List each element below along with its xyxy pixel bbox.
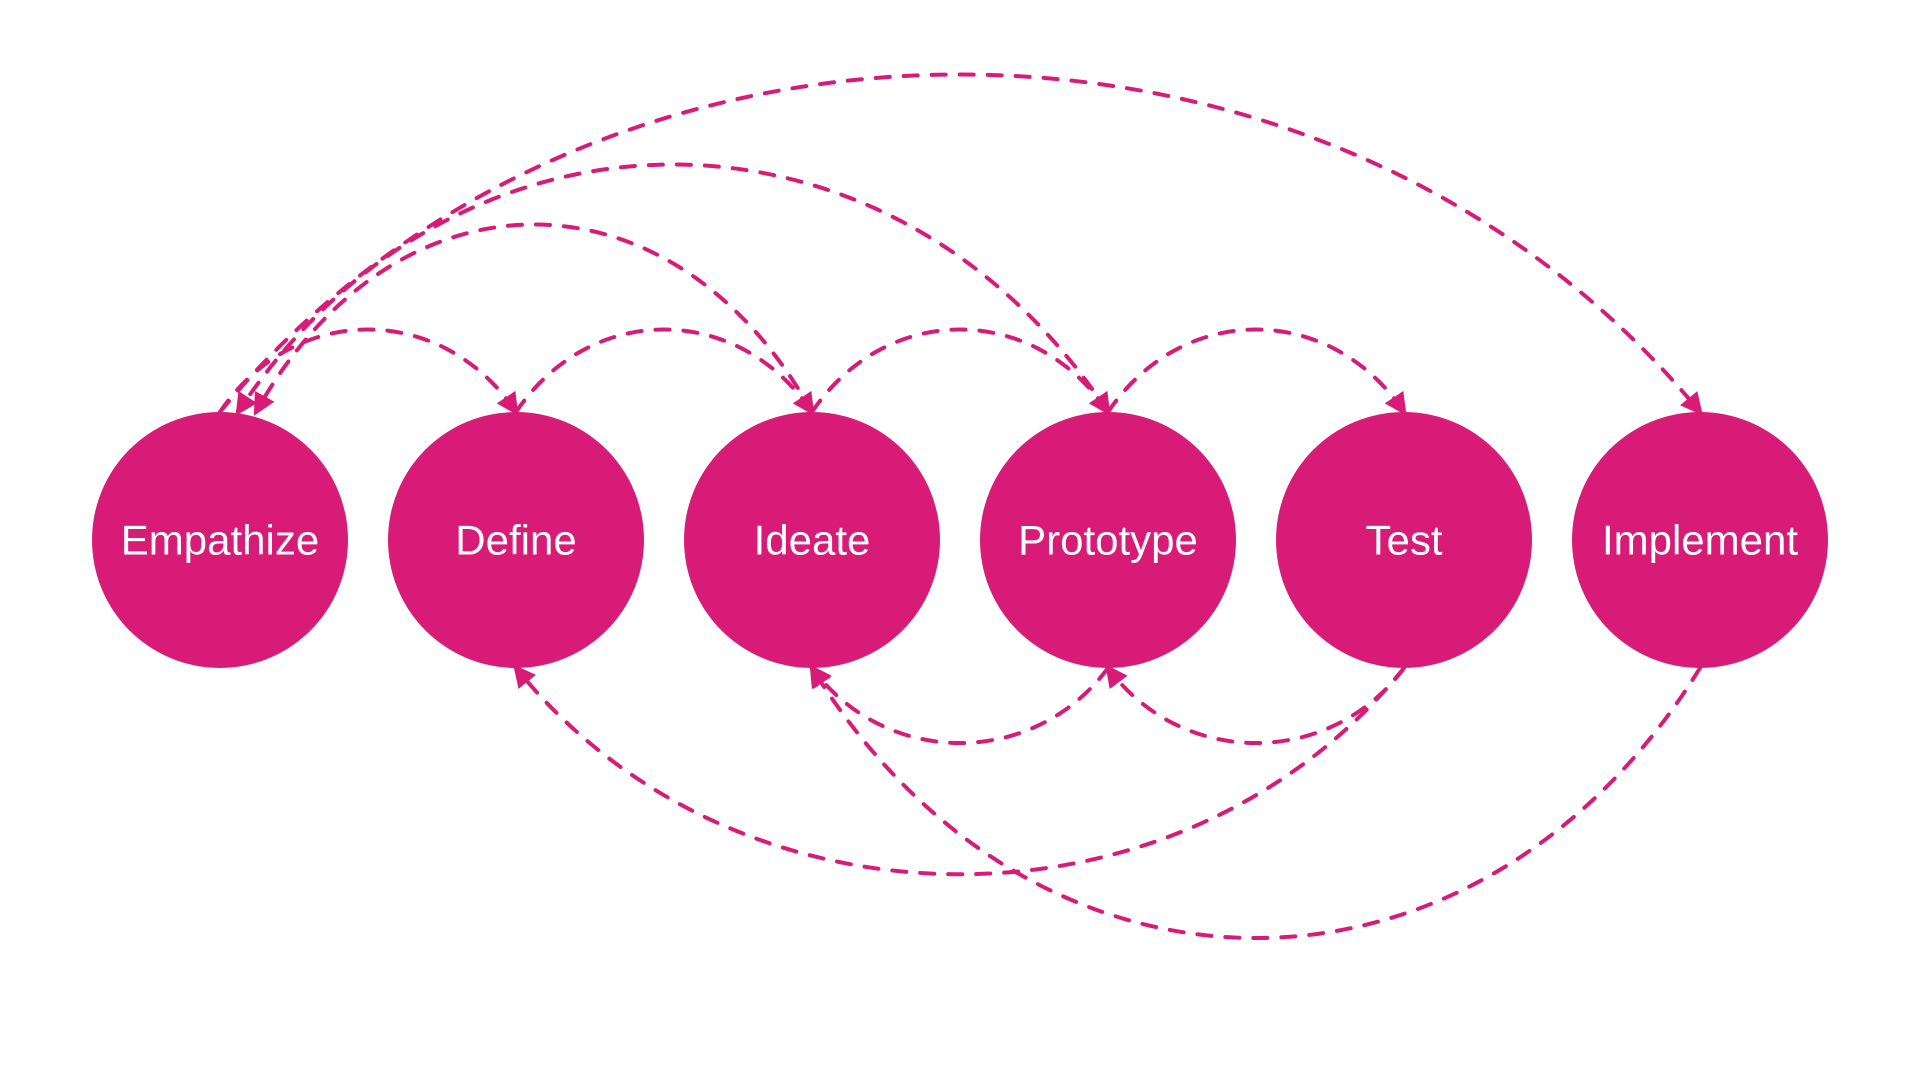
node-implement: Implement bbox=[1572, 412, 1828, 668]
edge-define-to-ideate bbox=[516, 330, 812, 413]
edge-ideate-to-empathize bbox=[256, 225, 812, 413]
node-implement-label: Implement bbox=[1602, 517, 1798, 564]
edge-empathize-to-implement bbox=[220, 75, 1700, 413]
node-ideate: Ideate bbox=[684, 412, 940, 668]
node-define: Define bbox=[388, 412, 644, 668]
edge-test-to-define bbox=[516, 668, 1404, 874]
node-test: Test bbox=[1276, 412, 1532, 668]
edge-prototype-to-empathize bbox=[238, 165, 1108, 413]
edge-empathize-to-define bbox=[220, 330, 516, 413]
edge-ideate-to-prototype bbox=[812, 330, 1108, 413]
node-ideate-label: Ideate bbox=[754, 517, 871, 564]
edge-test-to-prototype bbox=[1108, 668, 1404, 743]
node-empathize: Empathize bbox=[92, 412, 348, 668]
nodes: Empathize Define Ideate Prototype Test Implem… bbox=[92, 412, 1828, 668]
edge-prototype-to-test bbox=[1108, 330, 1404, 413]
node-empathize-label: Empathize bbox=[121, 517, 319, 564]
node-define-label: Define bbox=[455, 517, 576, 564]
node-prototype: Prototype bbox=[980, 412, 1236, 668]
edge-implement-to-ideate bbox=[812, 668, 1700, 938]
design-thinking-diagram: Empathize Define Ideate Prototype Test Implem… bbox=[0, 0, 1920, 1080]
node-prototype-label: Prototype bbox=[1018, 517, 1198, 564]
node-test-label: Test bbox=[1365, 517, 1442, 564]
